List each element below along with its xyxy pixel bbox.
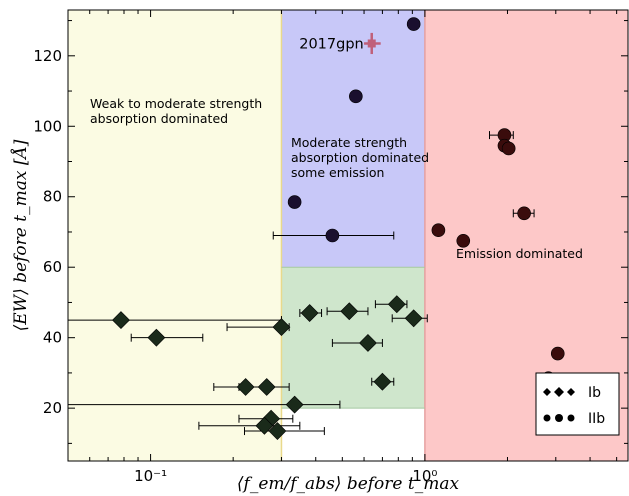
x-tick-label-0: 10⁻¹: [134, 467, 167, 485]
point-Ib-13: [387, 295, 406, 314]
point-Ib-11: [359, 334, 377, 352]
point-Ib-10: [340, 302, 359, 321]
y-tick-label-80: 80: [43, 188, 62, 206]
point-Ib-9: [300, 304, 319, 322]
region-label-weak: Weak to moderate strength absorption domi…: [90, 96, 262, 126]
x-tick-label-1: 10⁰: [412, 467, 437, 485]
legend-marker-Ib-1: [554, 387, 564, 397]
point-IIb-emission-2: [501, 141, 516, 156]
point-Ib-3: [257, 378, 276, 396]
plot-frame: [67, 9, 629, 462]
y-tick-label-120: 120: [33, 47, 62, 65]
point-IIb-emission-7: [550, 346, 565, 361]
y-tick-label-100: 100: [33, 117, 62, 135]
point-IIb-emission-4: [431, 223, 446, 238]
point-Ib-7: [272, 318, 291, 337]
region-label-emission: Emission dominated: [456, 246, 583, 261]
y-tick-label-60: 60: [43, 258, 62, 276]
legend-label-Ib: Ib: [588, 385, 601, 401]
legend-label-IIb: IIb: [588, 411, 605, 427]
legend-marker-Ib-0: [543, 388, 551, 396]
annotation-label: 2017gpn: [299, 36, 364, 52]
x-axis-label: ⟨f_em/f_abs⟩ before t_max: [237, 474, 460, 494]
y-tick-label-40: 40: [43, 329, 62, 347]
point-Ib-8: [285, 395, 304, 414]
y-tick-label-20: 20: [43, 399, 62, 417]
point-Ib-2: [236, 378, 255, 396]
annotation-group: 2017gpn: [299, 32, 381, 55]
legend-marker-IIb-1: [555, 414, 563, 422]
point-IIb-1: [325, 228, 340, 243]
point-Ib-1: [147, 328, 166, 347]
tick-group: 20 40 60 80 100 120 10⁻¹ 10⁰: [33, 10, 628, 485]
legend-marker-IIb-0: [543, 414, 551, 422]
point-Ib-0: [112, 311, 130, 329]
point-IIb-emission-5: [456, 233, 471, 248]
point-IIb-3: [406, 17, 421, 31]
y-axis-label: ⟨EW⟩ before t_max [Å]: [10, 139, 31, 331]
point-IIb-2: [349, 89, 363, 104]
point-IIb-emission-3: [517, 206, 531, 221]
region-weak: [68, 10, 282, 461]
region-moderate-low: [281, 267, 425, 409]
legend: Ib IIb: [535, 372, 620, 436]
legend-marker-Ib-2: [567, 388, 575, 396]
legend-marker-IIb-2: [567, 414, 575, 422]
point-IIb-0: [287, 195, 302, 209]
point-Ib-14: [404, 309, 423, 328]
point-Ib-12: [373, 372, 392, 391]
annotation-marker: [367, 39, 376, 48]
region-label-moderate: Moderate strength absorption dominated som…: [291, 135, 429, 180]
legend-box: [535, 372, 620, 436]
region-moderate: [281, 10, 425, 268]
point-Ib-6: [268, 422, 287, 440]
point-Ib-5: [255, 416, 274, 435]
